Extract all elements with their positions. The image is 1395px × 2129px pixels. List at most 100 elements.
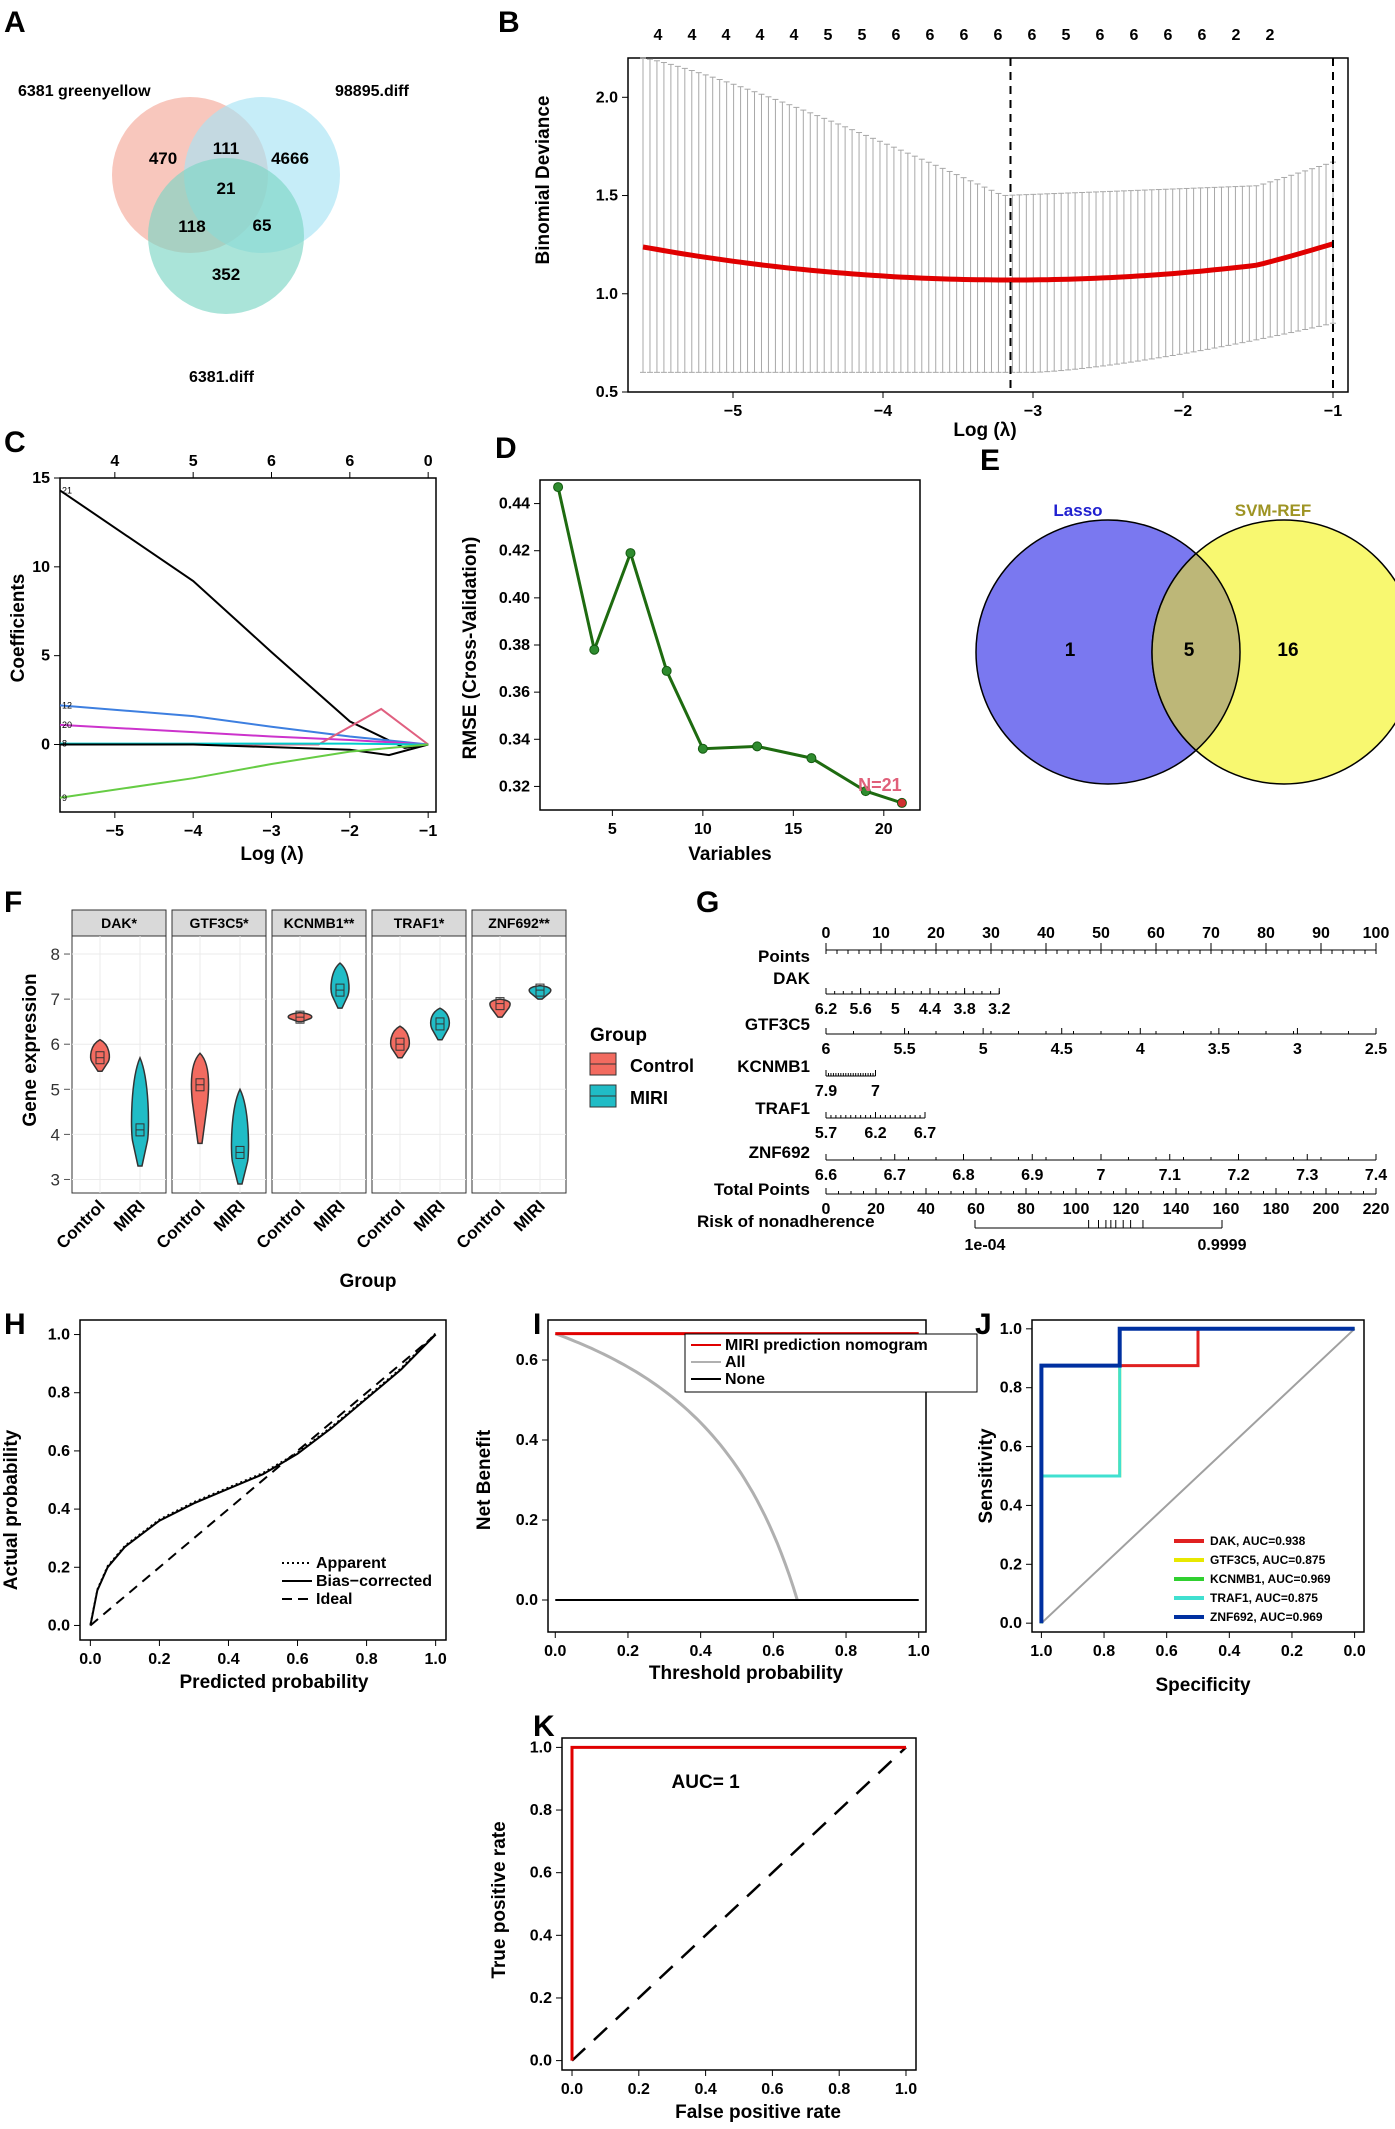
panel-h-ytick-label: 0.4 <box>48 1501 70 1518</box>
panel-h-ideal-line <box>89 1333 437 1627</box>
panel-g-label-kcnmb1: 7 <box>871 1083 880 1100</box>
panel-c-top-tick: 6 <box>267 453 276 470</box>
panel-f-violin-miri <box>130 1055 150 1167</box>
panel-b-top-tick: 6 <box>960 27 969 44</box>
panel-k-annotation: AUC= 1 <box>672 1772 741 1793</box>
panel-k-ytick-label: 1.0 <box>530 1739 552 1756</box>
panel-b-ylabel: Binomial Deviance <box>533 96 554 265</box>
panel-f-violin-control <box>390 1025 410 1059</box>
panel-j-xtick-label: 0.4 <box>1218 1643 1240 1660</box>
panel-f-facet-frame <box>371 935 467 1194</box>
panel-c-coef-line <box>59 723 429 746</box>
panel-g-label-total: 0 <box>822 1201 831 1218</box>
panel-f-facet-label: GTF3C5* <box>189 915 249 931</box>
panel-c-xlabel: Log (λ) <box>240 844 303 865</box>
panel-k-xtick-label: 1.0 <box>895 2081 917 2098</box>
panel-f-group-label: MIRI <box>310 1196 349 1235</box>
panel-b-ytick-label: 0.5 <box>596 384 618 401</box>
panel-g-label-znf692: 7.1 <box>1159 1167 1181 1184</box>
panel-g-label-znf692: 6.6 <box>815 1167 837 1184</box>
panel-h-frame <box>79 1319 447 1641</box>
panel-g-row-name: Points <box>758 947 810 966</box>
panel-d-point <box>896 797 907 808</box>
panel-b-top-tick: 4 <box>722 27 731 44</box>
panel-g-label-total: 20 <box>867 1201 885 1218</box>
panel-d-point <box>752 741 763 752</box>
panel-d-ytick-label: 0.32 <box>499 778 530 795</box>
panel-j-legend-label: GTF3C5, AUC=0.875 <box>1210 1553 1326 1567</box>
panel-d-ylabel: RMSE (Cross-Validation) <box>460 537 481 760</box>
panel-h-ylabel: Actual probability <box>1 1429 22 1590</box>
panel-g-row-name: KCNMB1 <box>737 1057 810 1076</box>
panel-f-facet-strip <box>71 909 167 937</box>
panel-i-all-line <box>554 1332 799 1601</box>
panel-f-ytick-label: 5 <box>51 1080 60 1099</box>
panel-k-xtick-label: 0.8 <box>828 2081 850 2098</box>
panel-j: J 1.0 0.8 0.6 0.4 0.2 0.0 0.0 0.2 0.4 0.6 0.8 1.0 DA… <box>975 1308 1366 1696</box>
panel-d-ytick-label: 0.42 <box>499 543 530 560</box>
venn-region-98895-6381diff: 65 <box>253 216 272 235</box>
panel-b-xlabel: Log (λ) <box>953 420 1016 441</box>
panel-k-xlabel: False positive rate <box>675 2102 841 2123</box>
panel-f-facet-strip <box>171 909 267 937</box>
panel-g-label-gtf3c5: 6 <box>822 1041 831 1058</box>
panel-d-xtick-label: 10 <box>694 821 712 838</box>
venn-region-only-lasso: 1 <box>1065 640 1076 661</box>
panel-g-label-dak: 3.8 <box>953 1001 975 1018</box>
panel-label-g: G <box>696 886 719 919</box>
panel-b-xtick-label: −4 <box>874 403 892 420</box>
panel-j-xlabel: Specificity <box>1155 1675 1250 1696</box>
panel-g-label-total: 160 <box>1213 1201 1240 1218</box>
panel-d-ytick-label: 0.40 <box>499 590 530 607</box>
panel-e: E Lasso SVM-REF 1 5 16 <box>975 444 1395 785</box>
panel-g-label-total: 80 <box>1017 1201 1035 1218</box>
panel-g-label-gtf3c5: 3 <box>1293 1041 1302 1058</box>
panel-label-i: I <box>533 1308 541 1341</box>
panel-c-xtick-label: −4 <box>184 823 202 840</box>
panel-d-ytick-label: 0.34 <box>499 731 530 748</box>
panel-k-ytick-label: 0.8 <box>530 1802 552 1819</box>
panel-f-group-label: Control <box>253 1196 309 1252</box>
panel-b-top-tick: 4 <box>790 27 799 44</box>
panel-h-plot: 0.0 0.2 0.4 0.6 0.8 1.0 0.0 0.2 0.4 0.6 0.8 1.0 Appa… <box>48 1319 447 1668</box>
panel-f-violin-control <box>489 998 511 1018</box>
venn-set-label-98895: 98895.diff <box>335 83 409 100</box>
panel-b-top-tick: 6 <box>892 27 901 44</box>
panel-j-legend-label: TRAF1, AUC=0.875 <box>1210 1591 1318 1605</box>
panel-f-ytick-label: 3 <box>51 1170 60 1189</box>
panel-g-label-znf692: 6.8 <box>952 1167 974 1184</box>
panel-d-rmse-line <box>556 486 903 805</box>
panel-h-ytick-label: 1.0 <box>48 1327 70 1344</box>
venn-set-label-lasso: Lasso <box>1053 501 1102 520</box>
panel-i-ytick-label: 0.4 <box>516 1432 538 1449</box>
panel-j-legend-label: DAK, AUC=0.938 <box>1210 1534 1306 1548</box>
panel-c-coef-line <box>59 704 429 746</box>
panel-d-plot: 5 10 15 20 0.32 0.34 0.36 0.38 0.40 0.42 0.44 N=21 <box>499 479 921 838</box>
panel-d-point <box>806 753 817 764</box>
panel-f-xlabel: Group <box>340 1271 397 1292</box>
panel-g-row-name: TRAF1 <box>755 1099 810 1118</box>
panel-k-ytick-label: 0.6 <box>530 1865 552 1882</box>
panel-c-line-label: 20 <box>62 720 72 730</box>
panel-b-top-tick: 6 <box>1198 27 1207 44</box>
panel-j-xtick-label: 0.0 <box>1343 1643 1365 1660</box>
panel-f-group-label: Control <box>153 1196 209 1252</box>
panel-c-ylabel: Coefficients <box>8 574 29 683</box>
panel-d-point <box>661 665 672 676</box>
panel-k-diagonal <box>571 1746 907 2062</box>
panel-h-ytick-label: 0.6 <box>48 1443 70 1460</box>
panel-g-row-name: ZNF692 <box>749 1143 810 1162</box>
panel-g-label-total: 100 <box>1063 1201 1090 1218</box>
panel-g-row-name: Risk of nonadherence <box>697 1212 875 1231</box>
panel-h-legend-label: Ideal <box>316 1591 352 1608</box>
panel-g-label-znf692: 7.4 <box>1365 1167 1387 1184</box>
panel-k-xtick-label: 0.0 <box>561 2081 583 2098</box>
panel-c-xtick-label: −2 <box>341 823 359 840</box>
panel-f-violin-control <box>190 1052 210 1145</box>
panel-a: A 6381 greenyellow 98895.diff 6381.diff … <box>4 6 409 386</box>
panel-g-label-points: 20 <box>927 925 945 942</box>
panel-h-apparent-line <box>89 1332 437 1625</box>
panel-g-label-gtf3c5: 2.5 <box>1365 1041 1387 1058</box>
